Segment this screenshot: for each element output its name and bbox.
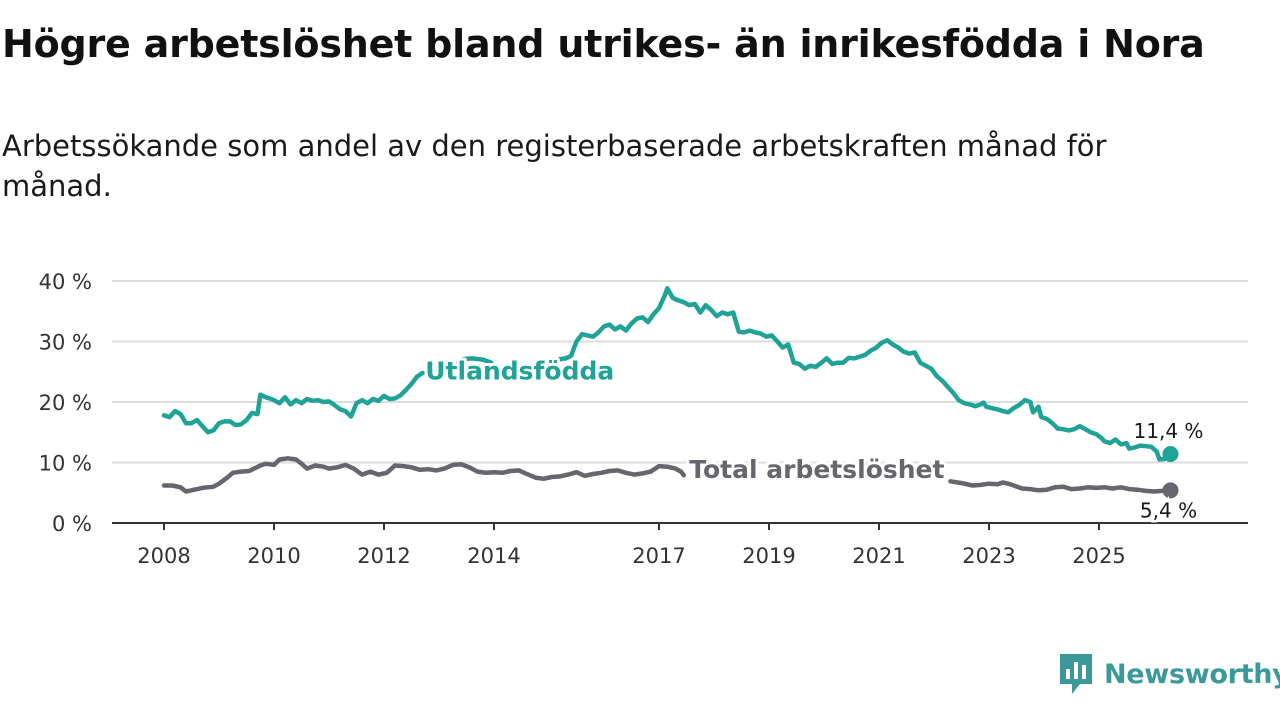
x-tick-label: 2008 (137, 544, 190, 568)
series-line-utlandsfodda-segment-2 (552, 288, 1171, 459)
y-tick-label: 40 % (39, 270, 92, 294)
newsworthy-logo-icon (1058, 652, 1094, 696)
x-tick-label: 2017 (632, 544, 685, 568)
series-label-total: Total arbetslöshet (689, 455, 944, 484)
x-tick-label: 2014 (467, 544, 520, 568)
end-point-utlandsfodda (1163, 446, 1179, 462)
brand-logo: Newsworthy (1058, 652, 1280, 696)
x-tick-label: 2019 (742, 544, 795, 568)
series-label-utlandsfodda: Utlandsfödda (425, 357, 614, 386)
line-chart: 0 % 10 % 20 % 30 % 40 % 2008 2010 2012 2014 2017 2… (0, 0, 1280, 720)
y-tick-label: 0 % (52, 512, 92, 536)
label-layer: Utlandsfödda Total arbetslöshet 11,4 % 5,4 … (425, 357, 1203, 523)
x-tick-label: 2010 (247, 544, 300, 568)
brand-name: Newsworthy (1104, 659, 1280, 690)
x-tick-label: 2023 (962, 544, 1015, 568)
end-value-label-total: 5,4 % (1140, 498, 1197, 522)
end-value-label-utlandsfodda: 11,4 % (1134, 419, 1204, 443)
x-tick-label: 2025 (1072, 544, 1125, 568)
grid-layer (112, 281, 1248, 463)
axis-layer: 0 % 10 % 20 % 30 % 40 % 2008 2010 2012 2014 2017 2… (39, 270, 1248, 568)
y-tick-label: 20 % (39, 391, 92, 415)
series-line-total-segment-1 (951, 481, 1171, 491)
series-layer (164, 288, 1179, 498)
x-tick-label: 2012 (357, 544, 410, 568)
x-tick-label: 2021 (852, 544, 905, 568)
y-tick-label: 10 % (39, 452, 92, 476)
end-point-total (1163, 482, 1179, 498)
y-tick-label: 30 % (39, 331, 92, 355)
page: Högre arbetslöshet bland utrikes- än inr… (0, 0, 1280, 720)
